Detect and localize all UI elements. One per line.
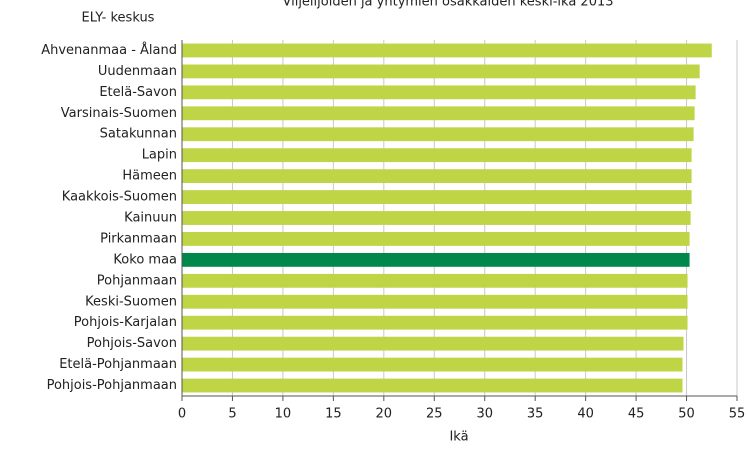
bar [182, 315, 688, 330]
bar [182, 64, 700, 79]
y-axis-label: ELY- keskus [82, 11, 155, 26]
y-tick-label: Uudenmaan [98, 64, 177, 79]
y-tick-label: Lapin [142, 148, 177, 163]
x-tick-label: 30 [476, 407, 493, 422]
y-tick-label: Hämeen [122, 169, 177, 184]
bar [182, 336, 684, 351]
y-tick-label: Satakunnan [100, 127, 177, 142]
bar [182, 232, 690, 246]
y-tick-label: Varsinais-Suomen [61, 106, 177, 121]
x-tick-label: 35 [527, 407, 544, 422]
y-tick-label: Etelä-Pohjanmaan [59, 357, 177, 372]
bar [182, 169, 692, 184]
y-tick-label: Keski-Suomen [85, 294, 177, 309]
chart-title: Viljelijöiden ja yhtymien osakkaiden kes… [282, 0, 613, 10]
x-tick-label: 20 [376, 407, 393, 422]
bar [182, 273, 688, 288]
y-tick-label: Pohjois-Pohjanmaan [47, 378, 177, 393]
bar [182, 43, 712, 58]
x-tick-label: 10 [275, 407, 292, 422]
bar [182, 378, 683, 393]
bar [182, 211, 691, 225]
y-tick-label: Koko maa [113, 252, 177, 267]
bar [182, 357, 683, 372]
bar [182, 252, 690, 267]
x-tick-label: 40 [577, 407, 594, 422]
y-tick-label: Kaakkois-Suomen [62, 190, 177, 205]
x-tick-label: 45 [628, 407, 645, 422]
x-tick-label: 0 [178, 407, 186, 422]
x-axis-label: Ikä [449, 430, 468, 445]
bar [182, 294, 688, 309]
x-tick-label: 15 [325, 407, 342, 422]
y-tick-label: Pohjois-Savon [87, 336, 177, 351]
y-tick-label: Pohjanmaan [97, 273, 177, 288]
bar [182, 85, 696, 100]
y-tick-label: Pirkanmaan [100, 231, 177, 246]
y-tick-label: Etelä-Savon [99, 85, 177, 100]
x-tick-label: 55 [729, 407, 746, 422]
y-tick-label: Kainuun [124, 211, 177, 226]
y-tick-label: Pohjois-Karjalan [74, 315, 177, 330]
x-tick-label: 5 [228, 407, 236, 422]
bar [182, 148, 692, 163]
y-tick-label: Ahvenanmaa - Åland [41, 42, 177, 58]
x-tick-label: 25 [426, 407, 443, 422]
bar [182, 127, 694, 142]
x-tick-label: 50 [678, 407, 695, 422]
bar [182, 190, 692, 204]
bar [182, 106, 695, 121]
